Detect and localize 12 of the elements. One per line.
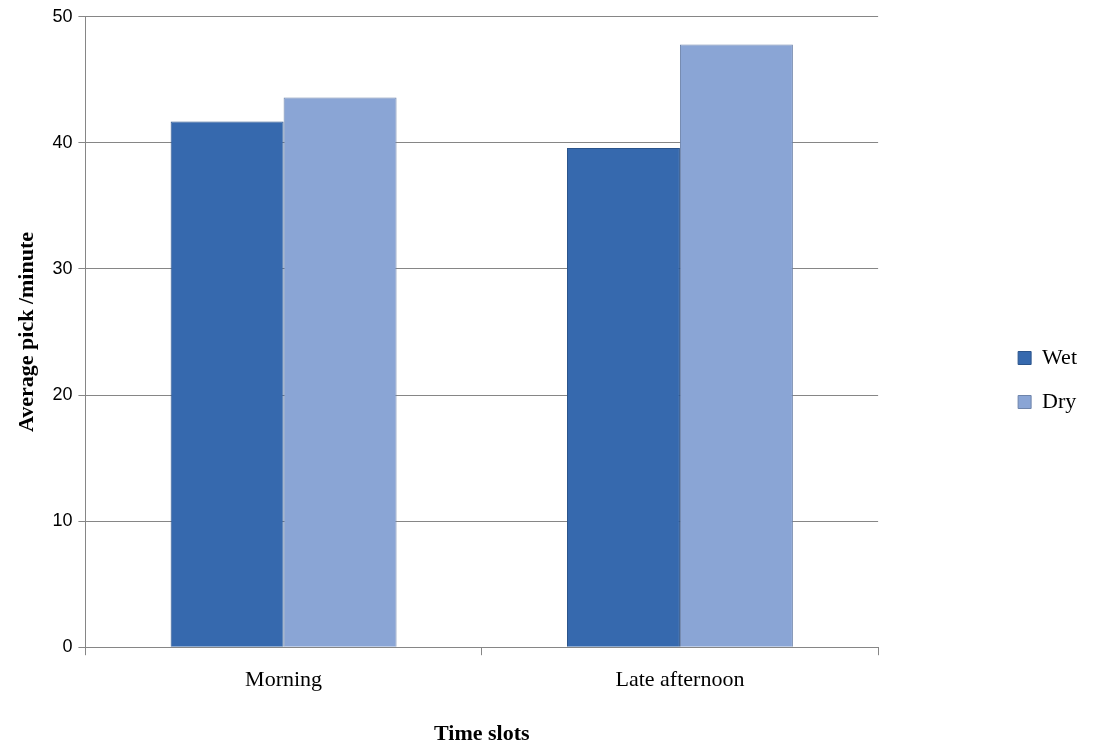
x-tick-label: Late afternoon: [615, 666, 745, 692]
y-tick-label: 20: [52, 384, 73, 405]
y-tick-label: 30: [52, 257, 73, 278]
y-tick-label: 10: [52, 510, 73, 531]
legend-label: Dry: [1042, 387, 1077, 413]
y-tick-label: 0: [62, 636, 73, 657]
y-axis-title: Average pick /minute: [12, 231, 38, 433]
legend-label: Wet: [1042, 343, 1078, 369]
x-tick-label: Morning: [245, 666, 323, 692]
y-tick-label: 40: [52, 131, 73, 152]
y-tick-label: 50: [52, 5, 73, 26]
x-axis-title: Time slots: [434, 720, 530, 746]
